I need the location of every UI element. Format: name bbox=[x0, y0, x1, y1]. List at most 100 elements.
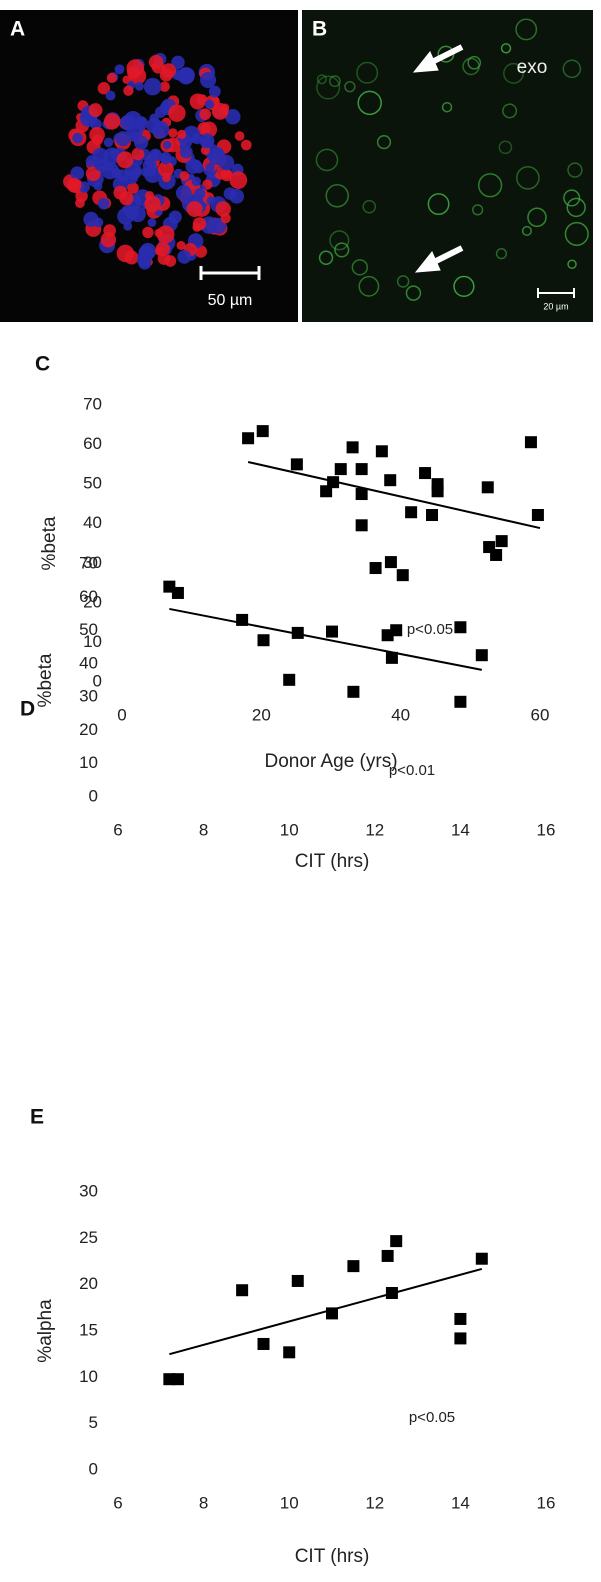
point bbox=[172, 1373, 184, 1385]
point bbox=[347, 1260, 359, 1272]
y-tick-label: 70 bbox=[79, 553, 98, 572]
cell bbox=[72, 133, 83, 144]
y-tick-label: 20 bbox=[79, 720, 98, 739]
x-tick-label: 12 bbox=[365, 820, 384, 839]
cell bbox=[168, 104, 185, 121]
point bbox=[242, 432, 254, 444]
cell bbox=[205, 100, 214, 109]
x-tick-label: 16 bbox=[537, 1493, 556, 1512]
annotation: p<0.05 bbox=[407, 621, 453, 638]
cell bbox=[235, 131, 245, 141]
cell bbox=[200, 72, 216, 88]
cell bbox=[123, 222, 132, 231]
point bbox=[454, 621, 466, 633]
point bbox=[258, 634, 270, 646]
y-tick-label: 10 bbox=[79, 1367, 98, 1386]
cell bbox=[157, 225, 175, 243]
point bbox=[382, 1250, 394, 1262]
y-tick-label: 0 bbox=[89, 786, 98, 805]
cell bbox=[192, 223, 201, 232]
cell bbox=[67, 178, 82, 193]
cell bbox=[117, 245, 134, 262]
cell bbox=[165, 255, 177, 267]
x-tick-label: 10 bbox=[280, 1493, 299, 1512]
point bbox=[454, 696, 466, 708]
x-tick-label: 20 bbox=[252, 705, 271, 724]
cell bbox=[127, 66, 140, 79]
cell bbox=[115, 64, 125, 74]
cell bbox=[135, 82, 144, 91]
cell bbox=[106, 91, 116, 101]
point bbox=[292, 1275, 304, 1287]
point bbox=[426, 509, 438, 521]
annotation: p<0.05 bbox=[409, 1409, 455, 1426]
y-tick-label: 30 bbox=[79, 1181, 98, 1200]
panel-label: D bbox=[20, 698, 35, 721]
point bbox=[532, 509, 544, 521]
cell bbox=[132, 167, 141, 176]
cell bbox=[104, 113, 120, 129]
cell bbox=[199, 133, 214, 148]
y-tick-label: 70 bbox=[83, 394, 102, 413]
cell bbox=[142, 227, 153, 238]
point bbox=[385, 556, 397, 568]
point bbox=[335, 463, 347, 475]
point bbox=[384, 474, 396, 486]
x-tick-label: 16 bbox=[537, 820, 556, 839]
y-axis-title: %alpha bbox=[35, 1299, 56, 1363]
cell bbox=[194, 163, 205, 174]
trend-line bbox=[169, 1269, 481, 1354]
cell bbox=[123, 86, 133, 96]
scale-label: 20 µm bbox=[543, 301, 568, 311]
trend-line bbox=[169, 609, 481, 670]
point bbox=[397, 569, 409, 581]
cell bbox=[241, 140, 252, 151]
x-tick-label: 8 bbox=[199, 1493, 208, 1512]
cell bbox=[149, 55, 164, 70]
x-axis-title: Donor Age (yrs) bbox=[264, 751, 397, 772]
cell bbox=[138, 245, 154, 261]
cell bbox=[107, 73, 117, 83]
panel-label: C bbox=[35, 353, 50, 376]
annotation: exo bbox=[517, 57, 548, 78]
y-tick-label: 50 bbox=[79, 620, 98, 639]
point bbox=[326, 626, 338, 638]
cell bbox=[177, 250, 191, 264]
x-tick-label: 14 bbox=[451, 1493, 470, 1512]
cell bbox=[216, 201, 231, 216]
x-tick-label: 6 bbox=[113, 820, 122, 839]
point bbox=[386, 1287, 398, 1299]
point bbox=[490, 549, 502, 561]
cell bbox=[70, 166, 84, 180]
point bbox=[476, 649, 488, 661]
cell bbox=[177, 130, 186, 139]
cell bbox=[147, 118, 163, 134]
point bbox=[496, 535, 508, 547]
cell bbox=[92, 134, 103, 145]
trend-line bbox=[248, 462, 540, 528]
point bbox=[356, 488, 368, 500]
y-tick-label: 20 bbox=[79, 1274, 98, 1293]
cell bbox=[215, 147, 223, 155]
cell bbox=[169, 210, 182, 223]
y-tick-label: 25 bbox=[79, 1228, 98, 1247]
cell bbox=[116, 131, 131, 146]
cell bbox=[180, 146, 193, 159]
x-tick-label: 60 bbox=[531, 705, 550, 724]
y-tick-label: 40 bbox=[83, 513, 102, 532]
cell bbox=[155, 247, 164, 256]
point bbox=[347, 686, 359, 698]
cell bbox=[199, 108, 211, 120]
point bbox=[454, 1313, 466, 1325]
cell bbox=[144, 196, 160, 212]
y-tick-label: 5 bbox=[89, 1413, 98, 1432]
cell bbox=[229, 171, 247, 189]
cell bbox=[190, 93, 206, 109]
y-tick-label: 10 bbox=[79, 753, 98, 772]
cell bbox=[101, 232, 116, 247]
y-axis-title: %beta bbox=[35, 653, 56, 707]
point bbox=[258, 1338, 270, 1350]
cell bbox=[148, 218, 157, 227]
y-tick-label: 40 bbox=[79, 653, 98, 672]
y-tick-label: 50 bbox=[83, 474, 102, 493]
